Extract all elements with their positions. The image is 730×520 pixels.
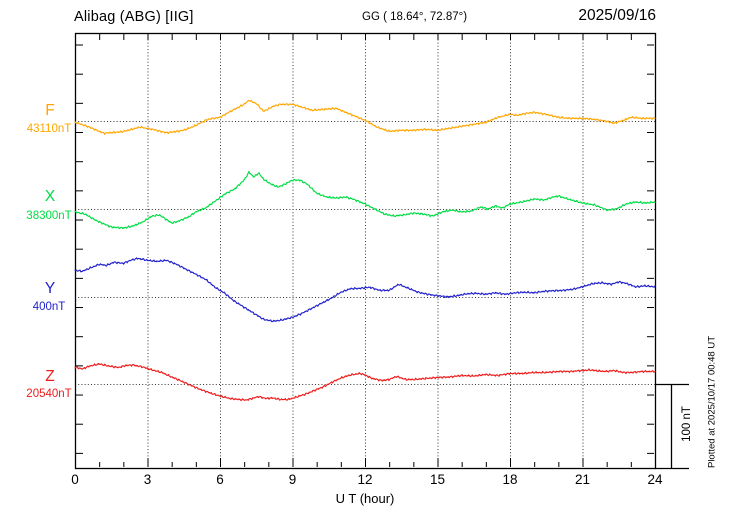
plot-border bbox=[74, 32, 657, 470]
channel-label-z: Z bbox=[45, 368, 55, 385]
channel-base-f: 43110nT bbox=[26, 123, 72, 135]
x-tick-label-24: 24 bbox=[647, 472, 663, 487]
x-axis-label: U T (hour) bbox=[335, 491, 395, 506]
trace-F bbox=[74, 99, 656, 135]
geographic-coords: GG ( 18.64°, 72.87°) bbox=[362, 11, 468, 23]
x-tick-label-0: 0 bbox=[71, 472, 79, 487]
x-tick-label-3: 3 bbox=[143, 472, 152, 487]
channel-base-x: 38300nT bbox=[26, 210, 72, 222]
plot-date: 2025/09/16 bbox=[578, 7, 656, 24]
station-title: Alibag (ABG) [IIG] bbox=[74, 9, 194, 25]
x-tick-label-18: 18 bbox=[502, 472, 518, 487]
x-tick-label-15: 15 bbox=[429, 472, 446, 487]
trace-X bbox=[74, 170, 656, 230]
trace-Y bbox=[74, 257, 656, 323]
x-tick-label-21: 21 bbox=[574, 472, 591, 487]
plotted-at-note: Plotted at 2025/10/17 00:48 UT bbox=[706, 335, 718, 469]
x-tick-label-12: 12 bbox=[357, 472, 373, 487]
channel-base-y: 400nT bbox=[32, 301, 66, 313]
channel-label-x: X bbox=[44, 188, 56, 205]
x-tick-label-9: 9 bbox=[288, 472, 297, 487]
channel-label-y: Y bbox=[44, 280, 56, 297]
trace-Z bbox=[74, 362, 656, 402]
channel-base-z: 20540nT bbox=[26, 388, 72, 400]
x-tick-label-6: 6 bbox=[216, 472, 224, 487]
scale-bar-label: 100 nT bbox=[681, 406, 693, 442]
channel-label-f: F bbox=[45, 102, 55, 119]
